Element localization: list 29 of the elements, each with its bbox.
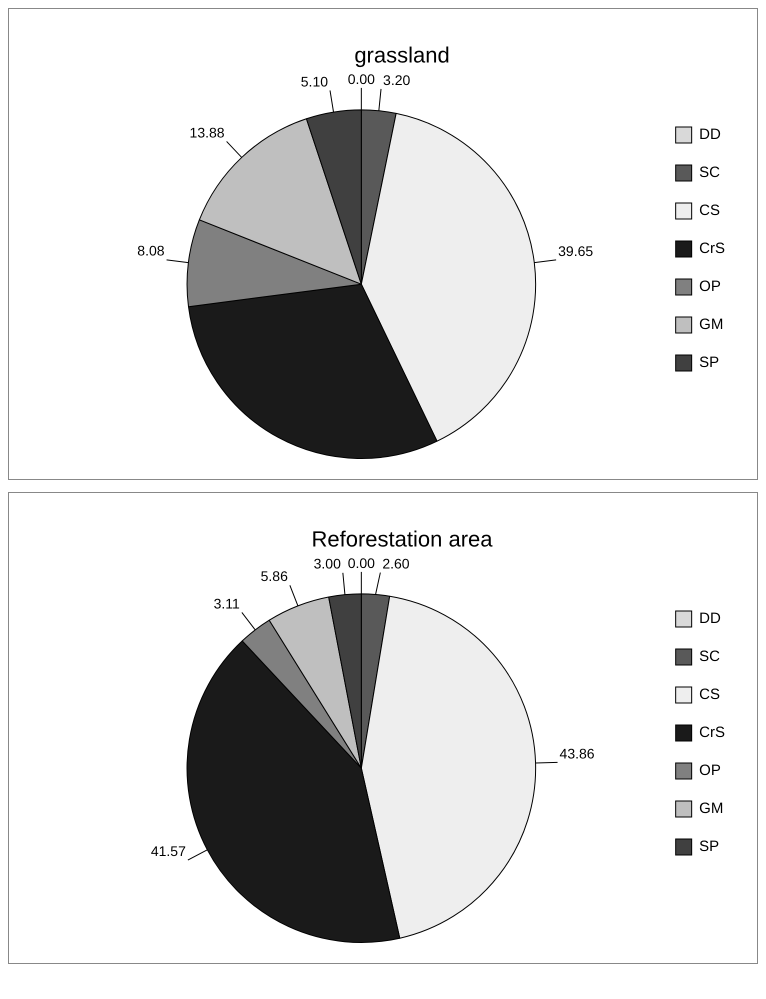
legend-label: CS bbox=[699, 686, 720, 704]
legend-label: OP bbox=[699, 762, 721, 780]
data-label: 3.20 bbox=[383, 72, 410, 88]
chart-title: grassland bbox=[354, 42, 450, 68]
data-label: 3.11 bbox=[214, 595, 240, 612]
legend-label: CrS bbox=[699, 724, 726, 742]
data-label: 13.88 bbox=[190, 124, 225, 140]
data-label: 43.86 bbox=[560, 745, 595, 762]
data-label: 2.60 bbox=[382, 555, 410, 572]
chart-title: Reforestation area bbox=[312, 526, 494, 552]
data-label: 5.10 bbox=[300, 73, 328, 90]
data-label: 5.86 bbox=[260, 568, 288, 584]
data-label: 39.65 bbox=[558, 242, 594, 259]
data-label: 41.57 bbox=[150, 842, 186, 859]
legend-label: SC bbox=[699, 648, 720, 666]
legend-label: DD bbox=[699, 610, 721, 628]
legend-label: SP bbox=[699, 354, 720, 372]
legend-label: SP bbox=[699, 838, 720, 856]
legend-label: OP bbox=[699, 278, 721, 296]
legend-label: DD bbox=[699, 126, 721, 144]
legend-label: CrS bbox=[699, 240, 726, 258]
text: 0.00 bbox=[348, 554, 375, 571]
data-label: 3.00 bbox=[314, 556, 342, 572]
text: 0.00 bbox=[348, 70, 375, 87]
legend-label: GM bbox=[699, 316, 724, 334]
legend-label: GM bbox=[699, 800, 724, 818]
legend-label: CS bbox=[699, 202, 720, 220]
data-label: 8.08 bbox=[137, 242, 165, 259]
legend-label: SC bbox=[699, 164, 720, 182]
